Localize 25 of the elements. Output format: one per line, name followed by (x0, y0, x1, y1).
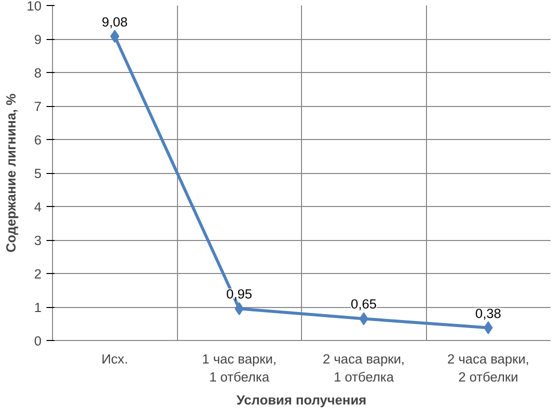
point (110, 30, 120, 43)
y-tick-label: 5 (34, 166, 42, 181)
text: 0,95 (226, 286, 252, 302)
y-tick-label: 7 (34, 99, 42, 114)
y-tick-label: 2 (34, 266, 42, 282)
y-tick-label: 6 (34, 132, 42, 148)
text: 0,38 (475, 306, 502, 321)
text: 0,65 (350, 296, 377, 312)
x-axis-title: Условия получения (236, 392, 366, 408)
point (484, 321, 493, 334)
y-tick-label: 8 (34, 66, 42, 80)
x-tick-label: 1 час варки, 1 отбелка (202, 352, 277, 384)
y-tick-label: 4 (34, 200, 42, 214)
text: 9,08 (102, 14, 128, 30)
y-tick-label: 10 (26, 0, 42, 14)
x-tick-label: 2 часа варки, 1 отбелка (322, 352, 405, 384)
x-tick-label: 2 часа варки, 2 отбелки (447, 352, 530, 384)
x-tick-label: Исх. (101, 352, 128, 366)
point (359, 312, 368, 326)
point (234, 302, 244, 316)
y-axis-title: Содержание лигнина, % (4, 93, 19, 252)
y-tick-label: 0 (34, 334, 42, 348)
y-tick-label: 3 (34, 233, 42, 248)
y-tick-label: 1 (34, 300, 42, 315)
y-tick-label: 9 (34, 32, 42, 47)
